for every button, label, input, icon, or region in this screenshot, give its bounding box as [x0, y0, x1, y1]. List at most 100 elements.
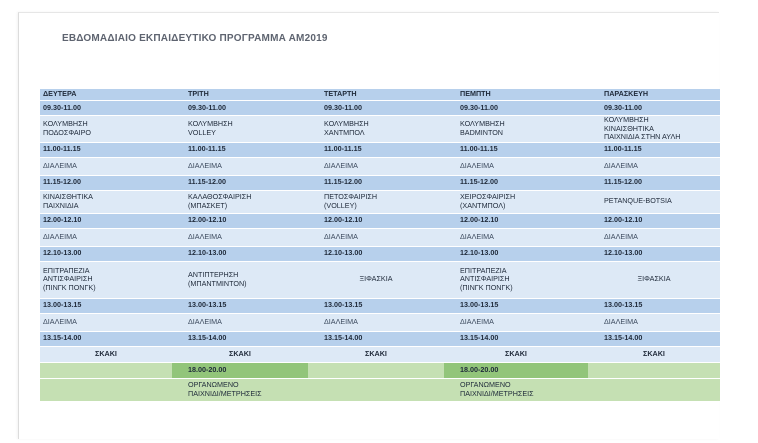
activity-line: (VOLLEY): [324, 200, 357, 210]
time-slot-cell: 13.15-14.00: [444, 331, 588, 347]
time-slot-cell: 11.15-12.00: [588, 175, 720, 191]
time-slot-cell: 09.30-11.00: [588, 100, 720, 116]
activity-line: ΕΠΙΤΡΑΠΕΖΙΑ: [460, 265, 507, 275]
activity-line: ΚΟΛΥΜΒΗΣΗ: [324, 119, 369, 129]
time-slot-cell: 11.15-12.00: [308, 175, 444, 191]
time-slot-cell: 18.00-20.00: [444, 362, 588, 379]
activity-cell: ΕΠΙΤΡΑΠΕΖΙΑ ΑΝΤΙΣΦΑΙΡΙΣΗ (ΠΙΝΓΚ ΠΟΝΓΚ): [444, 261, 588, 299]
schedule-row-gact: ΟΡΓΑΝΩΜΕΝΟ ΠΑΙΧΝΙΔΙ/ΜΕΤΡΗΣΕΙΣ ΟΡΓΑΝΩΜΕΝΟ ΠΑ…: [40, 378, 720, 402]
time-slot-cell: 12.10-13.00: [588, 246, 720, 262]
activity-cell: ΚΟΛΥΜΒΗΣΗ ΚΙΝΑΙΣΘΗΤΙΚΑ ΠΑΙΧΝΙΔΙΑ ΣΤΗΝ ΑΥΛΗ: [588, 115, 720, 143]
time-slot-cell: 11.00-11.15: [588, 142, 720, 158]
activity-cell: ΞΙΦΑΣΚΙΑ: [588, 261, 720, 299]
time-slot-cell: 12.00-12.10: [588, 213, 720, 229]
time-slot-cell: 12.00-12.10: [40, 213, 172, 229]
schedule-row-gtime: 18.00-20.00 18.00-20.00: [40, 362, 720, 379]
chess-cell: ΣΚΑΚΙ: [588, 346, 720, 363]
day-header: ΠΕΜΠΤΗ: [444, 89, 588, 101]
time-slot-cell: 12.10-13.00: [444, 246, 588, 262]
activity-cell: ΚΟΛΥΜΒΗΣΗ ΠΟΔΟΣΦΑΙΡΟ: [40, 115, 172, 143]
activity-line: (ΜΠΑΣΚΕΤ): [188, 200, 228, 210]
break-cell: ΔΙΑΛΕΙΜΑ: [588, 228, 720, 247]
activity-line: (ΧΑΝΤΜΠΟΛ): [460, 200, 506, 210]
time-slot-cell: 11.00-11.15: [172, 142, 308, 158]
time-slot-cell: 13.15-14.00: [172, 331, 308, 347]
time-slot-cell: 11.00-11.15: [444, 142, 588, 158]
activity-line: ΞΙΦΑΣΚΙΑ: [637, 274, 671, 284]
activity-cell: ΟΡΓΑΝΩΜΕΝΟ ΠΑΙΧΝΙΔΙ/ΜΕΤΡΗΣΕΙΣ: [172, 378, 308, 402]
activity-line: ΚΙΝΑΙΣΘΗΤΙΚΑ: [604, 123, 654, 133]
time-slot-cell: 12.10-13.00: [308, 246, 444, 262]
break-cell: ΔΙΑΛΕΙΜΑ: [40, 157, 172, 176]
break-cell: ΔΙΑΛΕΙΜΑ: [172, 313, 308, 332]
activity-cell: PETANQUE-BOTSIA: [588, 190, 720, 214]
time-slot-cell: 09.30-11.00: [40, 100, 172, 116]
schedule-row-act: ΚΟΛΥΜΒΗΣΗ ΠΟΔΟΣΦΑΙΡΟ ΚΟΛΥΜΒΗΣΗ VOLLEY ΚΟΛΥΜΒ…: [40, 115, 720, 143]
break-cell: ΔΙΑΛΕΙΜΑ: [444, 157, 588, 176]
activity-cell: ΕΠΙΤΡΑΠΕΖΙΑ ΑΝΤΙΣΦΑΙΡΙΣΗ (ΠΙΝΓΚ ΠΟΝΓΚ): [40, 261, 172, 299]
break-cell: ΔΙΑΛΕΙΜΑ: [172, 228, 308, 247]
time-slot-cell: [308, 362, 444, 379]
chess-cell: ΣΚΑΚΙ: [308, 346, 444, 363]
day-header-row: ΔΕΥΤΕΡΑ ΤΡΙΤΗ ΤΕΤΑΡΤΗ ΠΕΜΠΤΗ ΠΑΡΑΣΚΕΥΗ: [40, 89, 720, 101]
activity-line: ΚΟΛΥΜΒΗΣΗ: [43, 119, 88, 129]
time-slot-cell: 11.15-12.00: [40, 175, 172, 191]
activity-cell: ΚΟΛΥΜΒΗΣΗ BADMINTON: [444, 115, 588, 143]
break-cell: ΔΙΑΛΕΙΜΑ: [40, 313, 172, 332]
time-slot-cell: 09.30-11.00: [444, 100, 588, 116]
activity-line: PETANQUE-BOTSIA: [604, 196, 672, 206]
schedule-row-chess: ΣΚΑΚΙ ΣΚΑΚΙ ΣΚΑΚΙ ΣΚΑΚΙ ΣΚΑΚΙ: [40, 346, 720, 363]
time-slot-cell: 09.30-11.00: [308, 100, 444, 116]
schedule-row-time: 12.10-13.00 12.10-13.00 12.10-13.00 12.10-1…: [40, 246, 720, 262]
activity-cell: ΠΕΤΟΣΦΑΙΡΙΣΗ (VOLLEY): [308, 190, 444, 214]
activity-line: (ΠΙΝΓΚ ΠΟΝΓΚ): [43, 282, 96, 292]
schedule-row-act-tall: ΕΠΙΤΡΑΠΕΖΙΑ ΑΝΤΙΣΦΑΙΡΙΣΗ (ΠΙΝΓΚ ΠΟΝΓΚ) ΑΝΤΙ…: [40, 261, 720, 299]
time-slot-cell: [40, 362, 172, 379]
schedule-row-time: 09.30-11.00 09.30-11.00 09.30-11.00 09.30-1…: [40, 100, 720, 116]
break-cell: ΔΙΑΛΕΙΜΑ: [308, 157, 444, 176]
activity-line: ΧΕΙΡΟΣΦΑΙΡΙΣΗ: [460, 192, 516, 201]
day-header: ΔΕΥΤΕΡΑ: [40, 89, 172, 101]
time-slot-cell: 09.30-11.00: [172, 100, 308, 116]
chess-cell: ΣΚΑΚΙ: [172, 346, 308, 363]
activity-cell: ΚΟΛΥΜΒΗΣΗ ΧΑΝΤΜΠΟΛ: [308, 115, 444, 143]
time-slot-cell: 18.00-20.00: [172, 362, 308, 379]
schedule-row-time: 13.00-13.15 13.00-13.15 13.00-13.15 13.00-1…: [40, 298, 720, 314]
break-cell: ΔΙΑΛΕΙΜΑ: [308, 313, 444, 332]
activity-line: ΠΑΙΧΝΙΔΙΑ ΣΤΗΝ ΑΥΛΗ: [604, 132, 681, 141]
document-title: ΕΒΔΟΜΑΔΙΑΙΟ ΕΚΠΑΙΔΕΥΤΙΚΟ ΠΡΟΓΡΑΜΜΑ ΑΜ201…: [62, 33, 328, 44]
break-cell: ΔΙΑΛΕΙΜΑ: [444, 313, 588, 332]
schedule-row-time: 12.00-12.10 12.00-12.10 12.00-12.10 12.00-1…: [40, 213, 720, 229]
activity-cell: ΑΝΤΙΠΤΕΡΗΣΗ (ΜΠΑΝΤΜΙΝΤΟΝ): [172, 261, 308, 299]
time-slot-cell: [588, 362, 720, 379]
break-cell: ΔΙΑΛΕΙΜΑ: [444, 228, 588, 247]
activity-cell: ΧΕΙΡΟΣΦΑΙΡΙΣΗ (ΧΑΝΤΜΠΟΛ): [444, 190, 588, 214]
break-cell: ΔΙΑΛΕΙΜΑ: [172, 157, 308, 176]
activity-cell: [588, 378, 720, 402]
activity-line: (ΠΙΝΓΚ ΠΟΝΓΚ): [460, 282, 513, 292]
activity-line: ΚΑΛΑΘΟΣΦΑΙΡΙΣΗ: [188, 192, 252, 201]
activity-line: ΠΑΙΧΝΙΔΙΑ: [43, 200, 79, 210]
activity-line: BADMINTON: [460, 127, 503, 137]
activity-line: ΧΑΝΤΜΠΟΛ: [324, 127, 365, 137]
time-slot-cell: 11.15-12.00: [444, 175, 588, 191]
document-page: [18, 12, 719, 439]
activity-line: ΞΙΦΑΣΚΙΑ: [359, 274, 393, 284]
activity-line: ΠΕΤΟΣΦΑΙΡΙΣΗ: [324, 192, 378, 201]
chess-cell: ΣΚΑΚΙ: [444, 346, 588, 363]
schedule-row-act: ΚΙΝΑΙΣΘΗΤΙΚΑ ΠΑΙΧΝΙΔΙΑ ΚΑΛΑΘΟΣΦΑΙΡΙΣΗ (ΜΠΑΣ…: [40, 190, 720, 214]
time-slot-cell: 12.00-12.10: [444, 213, 588, 229]
time-slot-cell: 13.00-13.15: [40, 298, 172, 314]
time-slot-cell: 11.00-11.15: [40, 142, 172, 158]
day-header: ΠΑΡΑΣΚΕΥΗ: [588, 89, 720, 101]
time-slot-cell: 13.00-13.15: [444, 298, 588, 314]
time-slot-cell: 13.15-14.00: [588, 331, 720, 347]
time-slot-cell: 13.00-13.15: [588, 298, 720, 314]
activity-line: ΑΝΤΙΣΦΑΙΡΙΣΗ: [43, 274, 93, 284]
schedule-row-brk: ΔΙΑΛΕΙΜΑ ΔΙΑΛΕΙΜΑ ΔΙΑΛΕΙΜΑ ΔΙΑΛΕΙΜΑ ΔΙΑΛΕΙΜΑ: [40, 157, 720, 176]
activity-line: ΟΡΓΑΝΩΜΕΝΟ: [460, 380, 511, 389]
page-margin: [720, 0, 758, 443]
day-header: ΤΕΤΑΡΤΗ: [308, 89, 444, 101]
activity-line: ΚΟΛΥΜΒΗΣΗ: [188, 119, 233, 129]
activity-line: ΚΟΛΥΜΒΗΣΗ: [460, 119, 505, 129]
